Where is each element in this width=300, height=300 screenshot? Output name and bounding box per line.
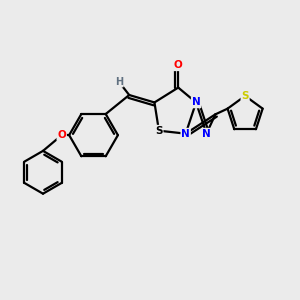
Text: N: N xyxy=(192,98,200,107)
Text: S: S xyxy=(155,126,163,136)
Text: N: N xyxy=(202,129,211,139)
Text: H: H xyxy=(115,76,123,87)
Text: O: O xyxy=(57,130,66,140)
Text: S: S xyxy=(242,91,249,101)
Text: O: O xyxy=(174,60,183,70)
Text: N: N xyxy=(181,129,190,139)
